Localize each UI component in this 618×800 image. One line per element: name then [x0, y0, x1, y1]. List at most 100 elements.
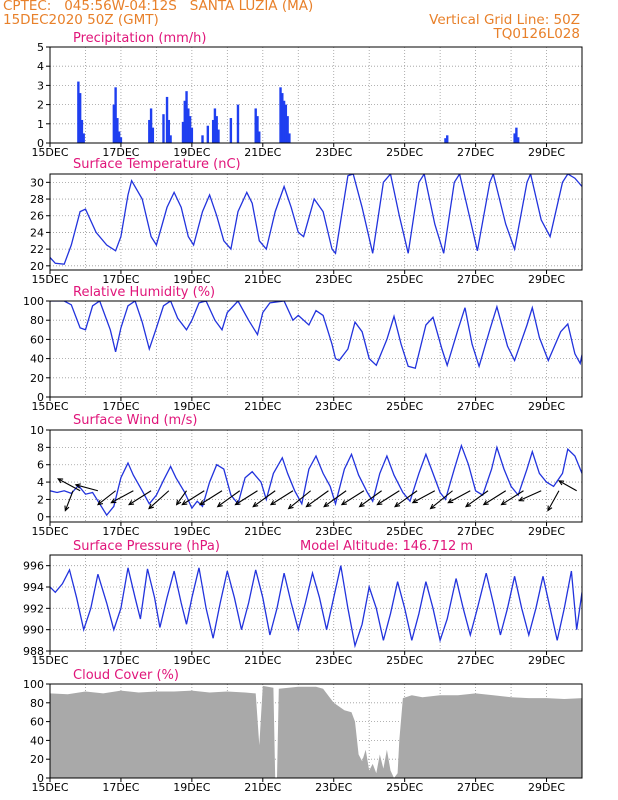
y-tick-label: 20	[30, 753, 44, 766]
header-grid-note: Vertical Grid Line: 50Z	[429, 12, 580, 28]
y-tick-label: 26	[30, 210, 44, 223]
y-tick-label: 60	[30, 333, 44, 346]
x-tick-label: 15DEC	[31, 273, 68, 286]
x-tick-label: 25DEC	[386, 654, 423, 667]
wind-vector-arrow	[500, 490, 524, 506]
x-tick-label: 15DEC	[31, 400, 68, 413]
x-tick-label: 17DEC	[102, 654, 139, 667]
x-tick-label: 19DEC	[173, 273, 210, 286]
panel-frame	[49, 429, 583, 523]
x-tick-label: 15DEC	[31, 781, 68, 794]
x-tick-label: 23DEC	[315, 781, 352, 794]
y-tick-label: 22	[30, 243, 44, 256]
precip-bar	[282, 100, 286, 143]
x-tick-label: 17DEC	[102, 146, 139, 159]
precip-bar	[183, 100, 186, 143]
panel-frame	[49, 683, 583, 779]
y-tick-label: 994	[23, 581, 44, 594]
x-tick-label: 29DEC	[528, 654, 565, 667]
y-tick-label: 20	[30, 260, 44, 273]
y-tick-label: 80	[30, 697, 44, 710]
x-tick-label: 25DEC	[386, 400, 423, 413]
cloud-panel-title: Cloud Cover (%)	[73, 668, 179, 683]
precip-bar	[279, 87, 282, 143]
x-tick-label: 25DEC	[386, 273, 423, 286]
y-tick-label: 10	[30, 424, 44, 437]
y-tick-label: 0	[37, 391, 44, 404]
wind-vector-arrow	[175, 490, 187, 506]
wind-vector-arrow	[429, 490, 453, 510]
y-tick-label: 40	[30, 353, 44, 366]
x-tick-label: 17DEC	[102, 781, 139, 794]
precip-bar	[149, 108, 153, 143]
precip-bar	[165, 96, 169, 143]
x-tick-label: 27DEC	[457, 525, 494, 538]
wind-vector-arrow	[482, 490, 507, 506]
wind-panel-title: Surface Wind (m/s)	[73, 413, 197, 428]
y-tick-label: 0	[37, 772, 44, 785]
precip-bar	[187, 108, 190, 143]
wind-vector-arrow	[376, 490, 400, 506]
wind-vector-arrow	[323, 490, 347, 508]
wind-vector-arrow	[74, 483, 99, 492]
x-tick-label: 17DEC	[102, 525, 139, 538]
precip-bar	[151, 127, 155, 143]
wind-vector-arrow	[148, 490, 170, 510]
precip-bar	[444, 138, 447, 143]
y-tick-label: 100	[23, 678, 44, 691]
y-tick-label: 80	[30, 314, 44, 327]
plot-area-pres	[50, 565, 582, 649]
x-tick-label: 27DEC	[457, 654, 494, 667]
precip-bar	[288, 133, 291, 143]
y-tick-label: 4	[37, 60, 44, 73]
y-tick-label: 40	[30, 734, 44, 747]
y-tick-label: 8	[37, 441, 44, 454]
wind-vector-arrow	[234, 490, 258, 506]
x-tick-label: 29DEC	[528, 273, 565, 286]
x-tick-label: 21DEC	[244, 400, 281, 413]
precip-bar	[162, 114, 165, 143]
precip-bar	[206, 125, 210, 143]
precip-bar	[190, 127, 194, 143]
precip-bar	[148, 119, 151, 143]
wind-vector-arrow	[287, 490, 312, 510]
wind-vector-arrow	[358, 490, 382, 508]
x-tick-label: 19DEC	[173, 654, 210, 667]
x-tick-label: 21DEC	[244, 146, 281, 159]
y-tick-label: 60	[30, 716, 44, 729]
wind-vector-arrow	[57, 478, 81, 492]
wind-vector-arrow	[97, 490, 116, 506]
x-tick-label: 23DEC	[315, 525, 352, 538]
y-tick-label: 20	[30, 372, 44, 385]
plot-area-cloud	[50, 685, 582, 778]
plot-area-temp	[50, 174, 582, 265]
wind-vector-arrow	[110, 490, 134, 504]
panel-frame	[49, 300, 583, 398]
rh-panel-title: Relative Humidity (%)	[73, 285, 215, 300]
y-tick-label: 28	[30, 193, 44, 206]
precip-bar	[82, 133, 85, 143]
plot-area-precip	[77, 81, 520, 143]
pres-panel-title: Surface Pressure (hPa)	[73, 539, 220, 554]
precip-bar	[215, 116, 218, 143]
precip-bar	[201, 135, 204, 143]
x-tick-label: 25DEC	[386, 525, 423, 538]
precip-bar	[119, 137, 123, 143]
x-tick-label: 19DEC	[173, 400, 210, 413]
wind-vector-arrow	[64, 490, 74, 512]
precip-bar	[112, 104, 116, 143]
wind-vector-arrow	[411, 490, 436, 504]
precip-bar	[114, 87, 117, 143]
y-tick-label: 24	[30, 226, 44, 239]
precip-bar	[286, 116, 289, 143]
x-tick-label: 29DEC	[528, 146, 565, 159]
x-tick-label: 25DEC	[386, 781, 423, 794]
y-tick-label: 992	[23, 602, 44, 615]
y-tick-label: 6	[37, 459, 44, 472]
precip-bar	[213, 108, 217, 143]
precip-panel-title: Precipitation (mm/h)	[73, 31, 206, 46]
precip-bar	[181, 121, 185, 143]
x-tick-label: 21DEC	[244, 781, 281, 794]
wind-vector-arrow	[305, 490, 329, 508]
